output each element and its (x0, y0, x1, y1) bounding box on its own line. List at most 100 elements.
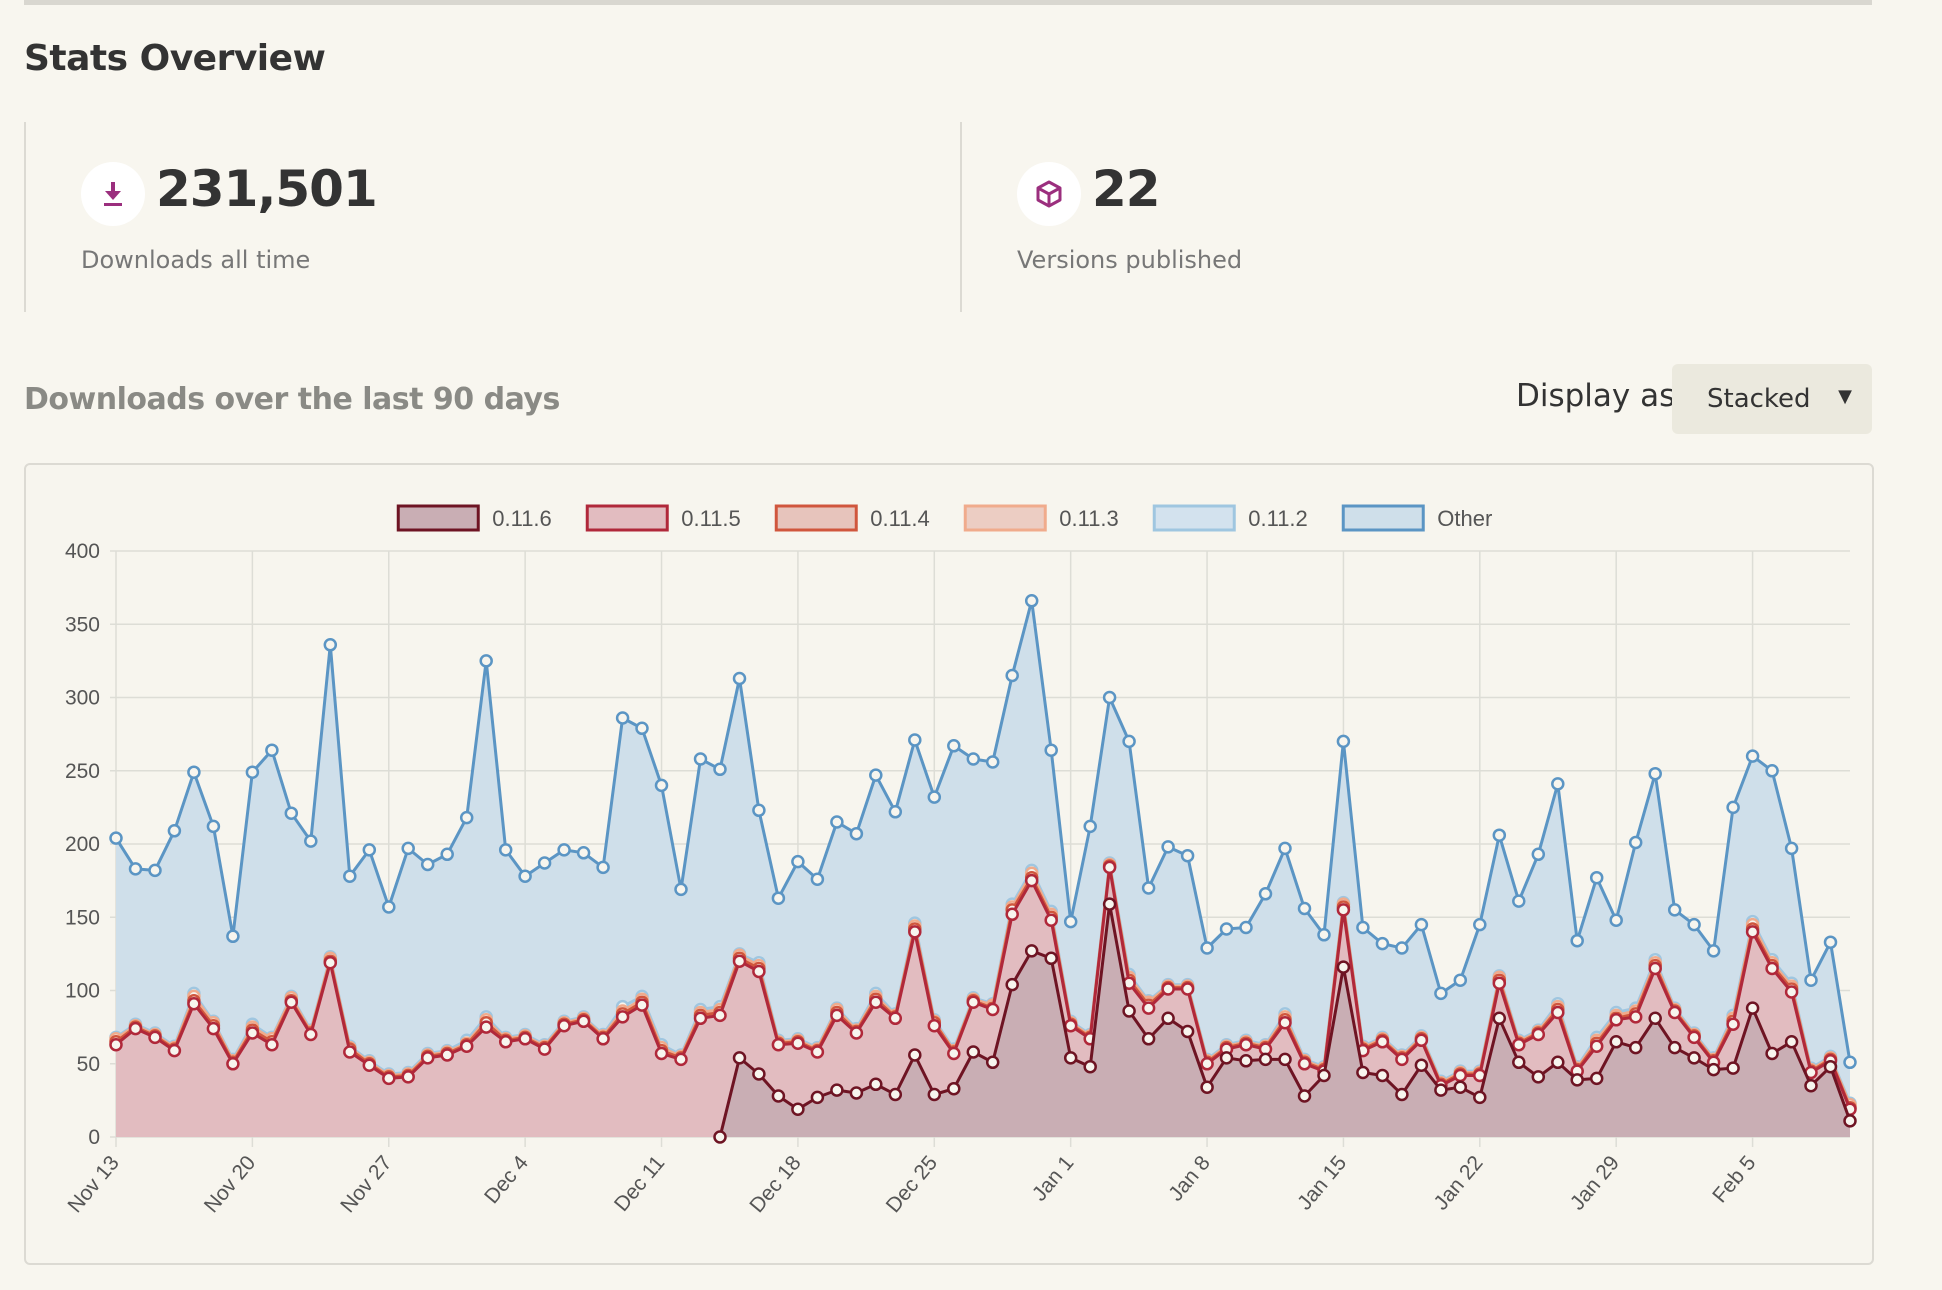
data-point (1531, 1070, 1546, 1084)
data-point (1180, 1024, 1195, 1039)
versions-stat: 22 Versions published (960, 122, 1862, 312)
data-point (420, 857, 435, 872)
data-point (927, 1087, 942, 1102)
data-point (791, 854, 805, 869)
data-point (1239, 920, 1253, 935)
data-point (1141, 1032, 1156, 1046)
data-point (1005, 977, 1019, 992)
data-point (1083, 1059, 1097, 1074)
data-point (1726, 800, 1740, 815)
data-point (635, 721, 649, 736)
data-point (771, 891, 786, 905)
data-point (674, 882, 688, 897)
x-tick-label: Nov 13 (63, 1151, 123, 1217)
y-tick-label: 150 (65, 906, 100, 929)
data-point (1122, 734, 1136, 749)
data-point (732, 671, 747, 686)
data-point (615, 1010, 630, 1024)
data-point (771, 1089, 786, 1103)
data-point (1317, 1068, 1331, 1083)
downloads-chart-svg: 0 50 100 150 200 250 300 350 400 Nov 13 Nov 20 Nov … (63, 504, 1857, 1217)
display-mode-select[interactable]: Stacked ▼ (1672, 364, 1872, 434)
legend-swatch-0.11.6 (396, 504, 480, 532)
data-point (440, 1048, 454, 1062)
downloads-chart: 0 50 100 150 200 250 300 350 400 Nov 13 Nov 20 Nov … (24, 463, 1874, 1265)
data-point (1453, 1068, 1468, 1083)
data-point (596, 860, 610, 875)
data-point (752, 964, 766, 979)
legend-label: Other (1437, 506, 1492, 531)
data-point (109, 1037, 123, 1052)
data-point (1531, 847, 1546, 862)
data-point (1843, 1114, 1857, 1128)
data-point (1278, 1015, 1292, 1030)
data-point (109, 831, 123, 845)
data-point (1745, 925, 1760, 939)
data-point (1804, 1078, 1818, 1093)
data-point (187, 765, 201, 779)
data-point (830, 1083, 844, 1097)
data-point (498, 843, 513, 857)
data-point (1765, 764, 1779, 778)
data-point (830, 815, 844, 829)
data-point (1687, 1051, 1701, 1065)
data-point (1589, 1039, 1604, 1053)
data-point (537, 856, 552, 870)
data-point (167, 824, 182, 838)
data-point (810, 1045, 825, 1059)
data-point (1765, 1046, 1779, 1061)
x-tick-label: Jan 29 (1566, 1151, 1624, 1214)
y-tick-label: 250 (65, 760, 100, 783)
data-point (888, 1087, 903, 1102)
data-point (1784, 1035, 1799, 1049)
data-point (1512, 894, 1526, 908)
data-point (966, 1045, 981, 1059)
data-point (966, 752, 981, 766)
x-tick-label: Jan 8 (1164, 1151, 1215, 1205)
legend-label: 0.11.5 (681, 506, 741, 531)
display-as-label: Display as (1516, 378, 1676, 414)
data-point (771, 1037, 786, 1052)
legend-label: 0.11.2 (1248, 506, 1308, 531)
data-point (1414, 917, 1429, 932)
data-point (440, 847, 454, 862)
data-point (420, 1051, 435, 1065)
data-point (1414, 1058, 1429, 1072)
data-point (284, 995, 299, 1009)
data-point (1706, 944, 1721, 958)
data-point (888, 1011, 903, 1026)
data-point (518, 869, 532, 883)
data-point (1161, 1011, 1175, 1026)
data-point (323, 955, 338, 970)
data-point (206, 819, 221, 834)
data-point (888, 805, 903, 819)
data-point (927, 1018, 942, 1033)
data-point (1395, 1052, 1409, 1067)
data-point (1667, 1005, 1682, 1020)
data-point (1473, 917, 1487, 932)
data-point (908, 925, 922, 939)
data-point (1492, 976, 1507, 990)
data-point (245, 765, 260, 779)
data-point (1278, 841, 1292, 856)
data-point (1726, 1061, 1740, 1075)
data-point (1258, 887, 1273, 901)
data-point (1492, 1011, 1507, 1026)
data-point (908, 733, 922, 747)
data-point (1453, 1080, 1468, 1094)
data-point (576, 846, 591, 860)
data-point (187, 996, 201, 1011)
data-point (459, 810, 474, 825)
y-tick-label: 300 (65, 687, 100, 710)
data-point (128, 1021, 143, 1036)
downloads-stat: 231,501 Downloads all time (24, 122, 962, 312)
data-point (654, 778, 669, 793)
data-point (713, 1130, 727, 1144)
data-point (732, 1051, 747, 1065)
data-point (1667, 903, 1682, 917)
data-point (1609, 1035, 1623, 1049)
data-point (985, 755, 1000, 769)
series-area-Other (116, 600, 1850, 1137)
data-point (1336, 734, 1351, 749)
data-point (1180, 982, 1195, 996)
